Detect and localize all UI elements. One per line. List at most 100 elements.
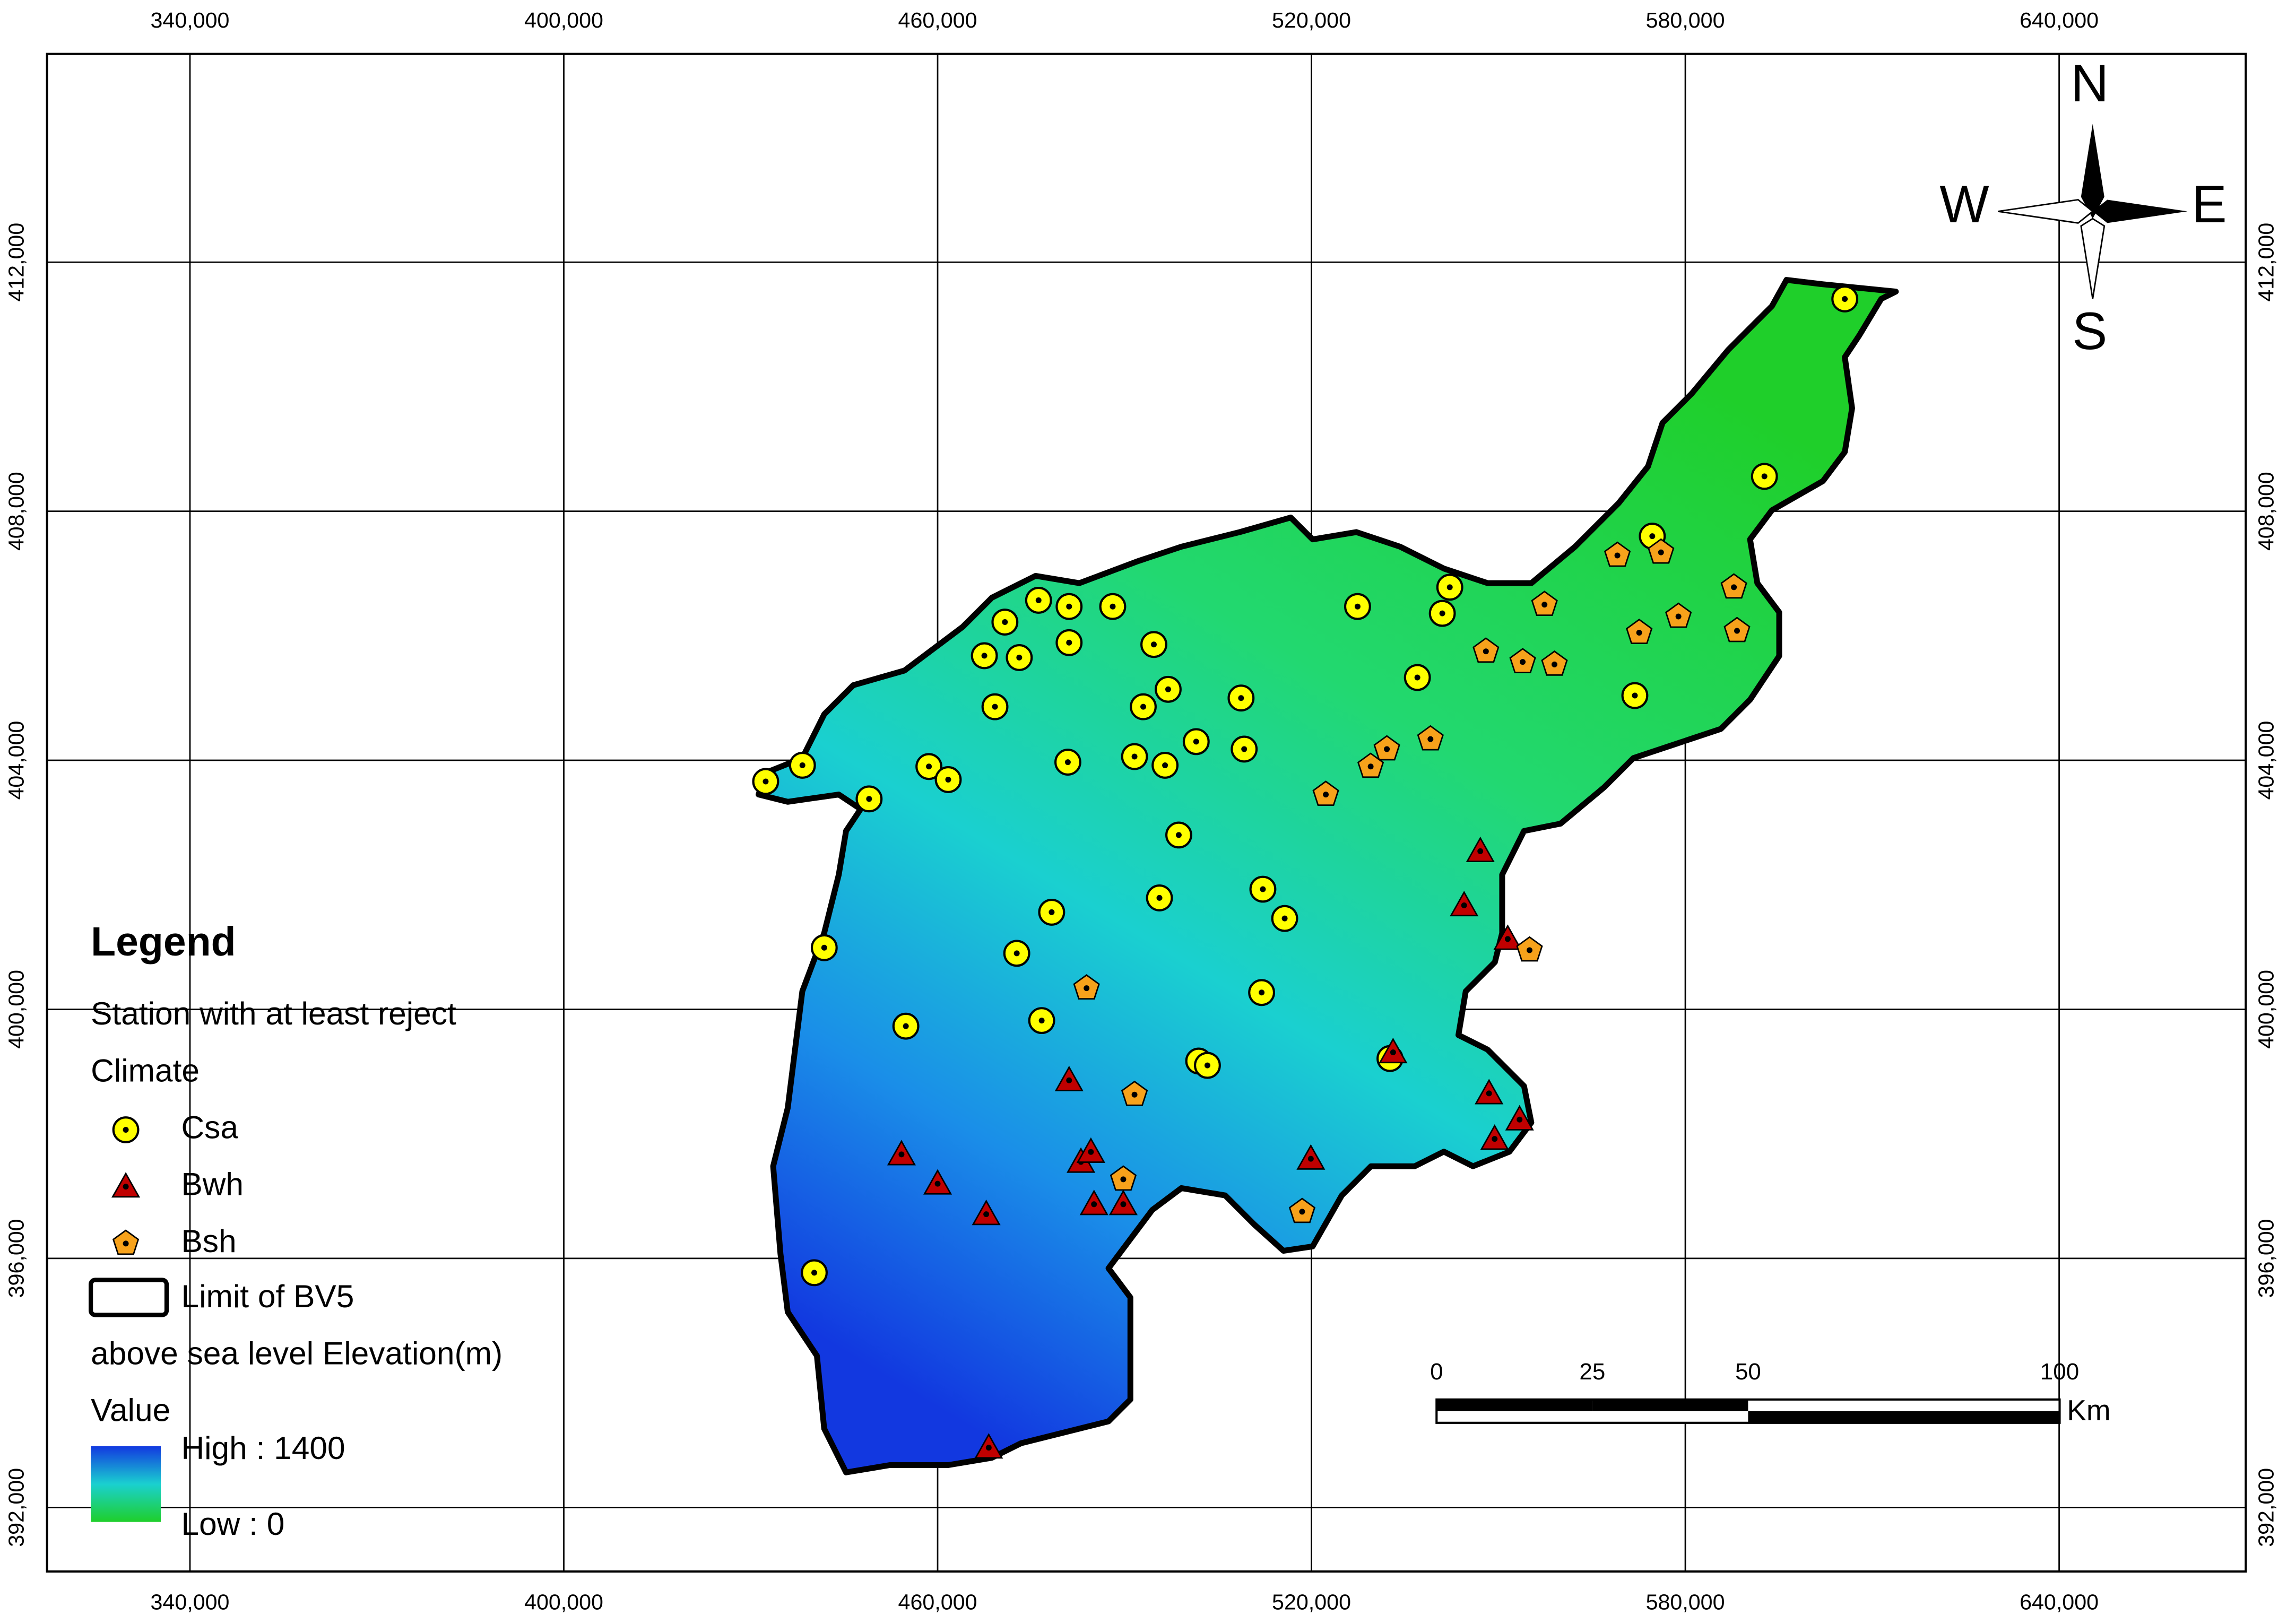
- legend-field: Climate: [91, 1052, 200, 1088]
- y-tick-label-right: 400,000: [2254, 970, 2278, 1049]
- marker-center: [1842, 296, 1848, 302]
- marker-center: [1281, 915, 1288, 922]
- marker-center: [1064, 759, 1071, 766]
- legend-entry: Csa: [181, 1109, 238, 1145]
- marker-center: [898, 1151, 905, 1158]
- legend-entry: Bwh: [181, 1166, 244, 1202]
- x-tick-label-top: 520,000: [1272, 8, 1351, 32]
- scale-bar-label: 25: [1579, 1359, 1605, 1385]
- marker-center: [1193, 739, 1199, 745]
- legend-boundary: Limit of BV5: [181, 1278, 354, 1314]
- marker-center: [1446, 584, 1453, 590]
- marker-center: [1731, 584, 1737, 590]
- marker-center: [1675, 613, 1682, 620]
- legend-raster-field: Value: [91, 1392, 170, 1428]
- x-tick-label-bottom: 400,000: [524, 1590, 603, 1614]
- compass-e: E: [2192, 175, 2227, 233]
- marker-center: [1307, 1156, 1314, 1162]
- marker-center: [1761, 473, 1768, 480]
- marker-center: [799, 762, 805, 768]
- legend-layer: Station with at least reject: [91, 995, 456, 1031]
- marker-center: [985, 1445, 992, 1451]
- marker-center: [1323, 792, 1329, 798]
- marker-center: [983, 1211, 990, 1218]
- marker-center: [1162, 762, 1168, 768]
- y-tick-label-left: 412,000: [4, 223, 29, 302]
- legend-low: Low : 0: [181, 1506, 284, 1542]
- y-tick-label-right: 396,000: [2254, 1219, 2278, 1298]
- elevation-ramp: [91, 1446, 161, 1522]
- marker-center: [926, 763, 932, 770]
- y-tick-label-right: 408,000: [2254, 472, 2278, 551]
- x-tick-label-bottom: 520,000: [1272, 1590, 1351, 1614]
- marker-center: [811, 1270, 818, 1276]
- marker-center: [1527, 947, 1533, 953]
- x-tick-label-bottom: 340,000: [151, 1590, 230, 1614]
- marker-center: [1636, 629, 1642, 636]
- marker-center: [1035, 597, 1042, 603]
- y-tick-label-left: 400,000: [4, 970, 29, 1049]
- marker-center: [1354, 603, 1361, 610]
- x-tick-label-top: 460,000: [898, 8, 977, 32]
- marker-center: [1150, 641, 1157, 648]
- marker-center: [1013, 950, 1020, 957]
- marker-center: [1492, 1136, 1498, 1142]
- marker-center: [992, 704, 998, 710]
- marker-center: [1439, 610, 1445, 616]
- legend-title: Legend: [91, 919, 236, 965]
- marker-center: [1390, 1049, 1396, 1055]
- x-tick-label-top: 400,000: [524, 8, 603, 32]
- marker-center: [763, 778, 769, 785]
- marker-center: [1066, 1077, 1072, 1083]
- marker-center: [1384, 746, 1390, 752]
- x-tick-label-bottom: 580,000: [1646, 1590, 1725, 1614]
- y-tick-label-right: 392,000: [2254, 1468, 2278, 1547]
- marker-center: [866, 796, 872, 802]
- marker-center: [1156, 894, 1163, 901]
- marker-center: [1486, 1090, 1492, 1097]
- marker-center: [1066, 603, 1072, 610]
- marker-center: [1091, 1201, 1097, 1208]
- marker-center: [1414, 674, 1420, 681]
- marker-center: [1016, 654, 1023, 661]
- marker-center: [123, 1240, 129, 1247]
- legend-raster: above sea level Elevation(m): [91, 1335, 503, 1371]
- scale-bar-segment: [1748, 1411, 2060, 1423]
- boundary-swatch: [88, 1278, 169, 1317]
- y-tick-label-right: 404,000: [2254, 721, 2278, 800]
- scale-bar-segment: [1592, 1399, 1748, 1411]
- basin-boundary: [756, 277, 1899, 1475]
- marker-center: [981, 653, 987, 659]
- marker-center: [1299, 1209, 1305, 1215]
- scale-bar-label: 100: [2040, 1359, 2079, 1385]
- marker-center: [1477, 848, 1484, 854]
- y-tick-label-left: 396,000: [4, 1219, 29, 1298]
- marker-center: [1002, 619, 1008, 626]
- marker-center: [1131, 753, 1138, 760]
- marker-center: [1649, 533, 1656, 540]
- marker-center: [1131, 1091, 1138, 1098]
- marker-center: [1120, 1201, 1127, 1208]
- y-tick-label-left: 392,000: [4, 1468, 29, 1547]
- marker-center: [821, 944, 827, 951]
- marker-center: [123, 1127, 129, 1133]
- marker-center: [1120, 1176, 1127, 1183]
- marker-center: [1175, 832, 1182, 838]
- marker-center: [1238, 695, 1244, 701]
- marker-center: [934, 1180, 941, 1187]
- marker-center: [1260, 886, 1266, 892]
- marker-center: [1241, 746, 1248, 752]
- scale-bar-label: 50: [1735, 1359, 1761, 1385]
- marker-center: [1541, 602, 1548, 608]
- marker-center: [1367, 763, 1374, 770]
- marker-center: [1140, 704, 1147, 710]
- marker-center: [1461, 902, 1467, 908]
- marker-center: [1038, 1018, 1045, 1024]
- marker-center: [1517, 1116, 1523, 1123]
- y-tick-label-left: 408,000: [4, 472, 29, 551]
- marker-center: [1734, 628, 1740, 634]
- x-tick-label-bottom: 640,000: [2020, 1590, 2099, 1614]
- marker-center: [1483, 648, 1489, 655]
- legend-high: High : 1400: [181, 1430, 345, 1466]
